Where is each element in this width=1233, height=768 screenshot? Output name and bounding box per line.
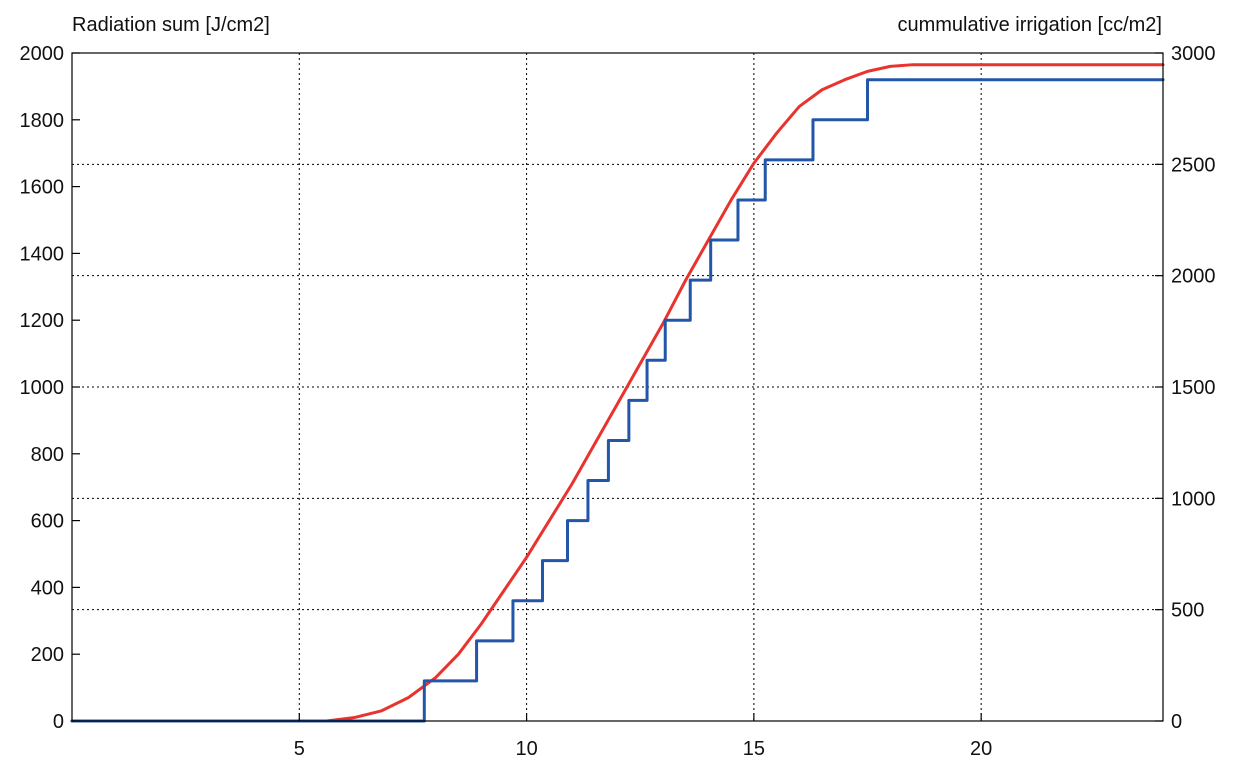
right-tick-label: 1500 xyxy=(1171,377,1216,399)
left-tick-label: 1000 xyxy=(20,377,65,399)
left-tick-label: 2000 xyxy=(20,43,65,65)
left-tick-label: 1400 xyxy=(20,243,65,265)
x-tick-label: 5 xyxy=(294,738,305,760)
x-tick-label: 20 xyxy=(970,738,992,760)
right-tick-label: 2500 xyxy=(1171,154,1216,176)
series-layer xyxy=(70,63,1165,723)
left-tick-label: 400 xyxy=(31,577,64,599)
right-tick-label: 1000 xyxy=(1171,488,1216,510)
right-tick-label: 2000 xyxy=(1171,266,1216,288)
left-tick-label: 0 xyxy=(53,711,64,733)
x-tick-label: 10 xyxy=(515,738,537,760)
right-tick-label: 0 xyxy=(1171,711,1182,733)
left-tick-label: 200 xyxy=(31,644,64,666)
left-tick-label: 1600 xyxy=(20,177,65,199)
grid-layer xyxy=(72,53,1163,721)
left-tick-label: 800 xyxy=(31,444,64,466)
tick-layer: 5 10 15 20020040060080010001200140016001800… xyxy=(20,43,1216,760)
irrigation-series-line xyxy=(70,78,1165,723)
left-axis-title: Radiation sum [J/cm2] xyxy=(72,14,270,36)
right-tick-label: 500 xyxy=(1171,600,1204,622)
x-tick-label: 15 xyxy=(743,738,765,760)
left-tick-label: 600 xyxy=(31,511,64,533)
right-axis-title: cummulative irrigation [cc/m2] xyxy=(897,14,1162,36)
radiation-series-line xyxy=(70,63,1165,723)
left-tick-label: 1800 xyxy=(20,110,65,132)
left-tick-label: 1200 xyxy=(20,310,65,332)
right-tick-label: 3000 xyxy=(1171,43,1216,65)
